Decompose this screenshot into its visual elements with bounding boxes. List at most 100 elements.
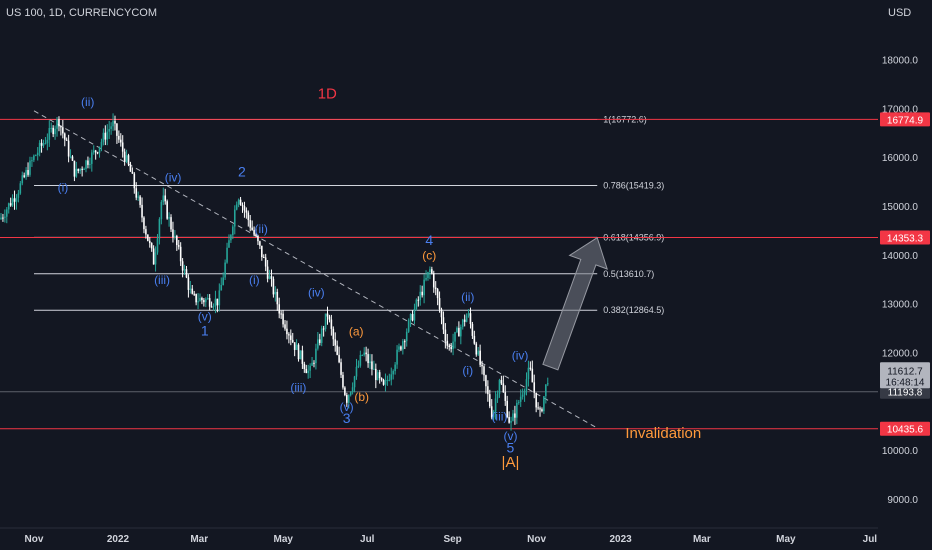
candle-body — [376, 372, 379, 381]
candle-body — [481, 364, 483, 367]
candle-body — [29, 160, 31, 175]
candle-body — [394, 364, 396, 372]
candle-body — [326, 313, 329, 317]
candle-body — [34, 155, 37, 157]
wave-label: (i) — [58, 180, 69, 194]
candle-body — [216, 298, 219, 306]
candle-body — [519, 396, 522, 402]
candle-body — [83, 168, 85, 170]
candle-body — [450, 347, 452, 350]
price-badge[interactable] — [880, 421, 930, 436]
candle-body — [33, 155, 35, 161]
price-badge[interactable] — [880, 112, 930, 127]
candle-body — [36, 152, 39, 156]
candle-body — [429, 269, 431, 272]
candle-body — [535, 392, 537, 408]
candle-body — [25, 170, 27, 177]
candle-body — [405, 331, 408, 342]
candle-body — [119, 139, 122, 143]
candle-body — [492, 411, 495, 418]
candle-body — [274, 291, 277, 295]
candle-body — [419, 291, 422, 300]
time-tick-label: Sep — [443, 534, 461, 545]
price-tick-label: 17000.0 — [882, 104, 919, 115]
candle-body — [461, 319, 464, 327]
candle-body — [500, 380, 503, 384]
projection-arrow-shape[interactable] — [542, 236, 608, 371]
time-axis[interactable]: Nov 2022 Mar May Jul Sep Nov 2023 Mar May Jul — [0, 527, 878, 545]
candle-body — [380, 378, 383, 380]
candle-body — [344, 387, 346, 395]
candle-body — [479, 350, 481, 365]
candle-body — [545, 384, 547, 397]
wave-label: (iii) — [491, 410, 507, 424]
candle-body — [208, 298, 211, 307]
candle-body — [201, 297, 203, 301]
annotation-label: Invalidation — [625, 425, 701, 442]
candle-body — [473, 335, 476, 344]
price-axis[interactable]: 18000.0 17000.0 16000.0 15000.0 14000.0 13000… — [880, 56, 930, 506]
candle-body — [477, 350, 480, 355]
candle-body — [96, 152, 99, 154]
candle-body — [336, 345, 338, 355]
candle-body — [384, 380, 387, 385]
candle-body — [508, 417, 510, 423]
candle-body — [245, 210, 248, 213]
candle-body — [91, 152, 93, 164]
candle-body — [369, 361, 371, 364]
candle-body — [328, 316, 331, 320]
wave-label: |A| — [502, 454, 520, 471]
candle-body — [444, 329, 447, 341]
candle-body — [516, 402, 518, 418]
wave-label: (iv) — [165, 171, 182, 185]
wave-label: (iii) — [290, 380, 306, 394]
candle-body — [247, 212, 250, 221]
candle-body — [403, 341, 406, 343]
candle-body — [17, 193, 20, 198]
wave-label: (iv) — [512, 349, 529, 363]
time-tick-label: Mar — [190, 534, 208, 545]
candle-body — [346, 394, 348, 403]
candle-body — [203, 300, 205, 303]
candle-body — [529, 367, 532, 369]
candle-body — [166, 201, 168, 219]
candle-body — [40, 142, 43, 146]
price-tick-label: 12000.0 — [882, 348, 919, 359]
candle-body — [313, 362, 315, 364]
price-badge-label: 16774.9 — [887, 115, 924, 126]
last-price-badge[interactable] — [880, 362, 930, 389]
candle-body — [355, 366, 358, 377]
wave-label: (v) — [198, 310, 212, 324]
projection-arrow[interactable] — [542, 236, 608, 371]
candle-body — [168, 217, 170, 219]
candle-body — [349, 391, 352, 396]
fib-level-label: 0.5(13610.7) — [603, 269, 654, 279]
candle-body — [388, 379, 391, 381]
price-tick-label: 10000.0 — [882, 446, 919, 457]
candle-body — [409, 313, 412, 321]
candle-body — [183, 269, 186, 271]
candle-body — [396, 349, 398, 365]
candle-body — [293, 342, 296, 350]
candle-body — [446, 340, 449, 346]
candle-body — [73, 160, 76, 177]
candle-body — [471, 323, 474, 336]
candle-body — [458, 327, 460, 337]
time-tick-label: Jul — [863, 534, 878, 545]
candle-body — [487, 386, 489, 395]
candle-body — [160, 201, 163, 220]
wave-label: (a) — [349, 324, 364, 338]
candle-body — [89, 163, 91, 165]
candle-body — [118, 135, 120, 140]
candle-body — [357, 365, 360, 367]
price-badge[interactable] — [880, 230, 930, 245]
candle-body — [77, 168, 80, 171]
candle-body — [199, 297, 201, 302]
candle-body — [220, 285, 223, 291]
candle-body — [543, 396, 545, 412]
candle-body — [371, 361, 373, 370]
candle-body — [158, 219, 161, 239]
candle-body — [212, 305, 215, 307]
candle-body — [307, 370, 309, 374]
